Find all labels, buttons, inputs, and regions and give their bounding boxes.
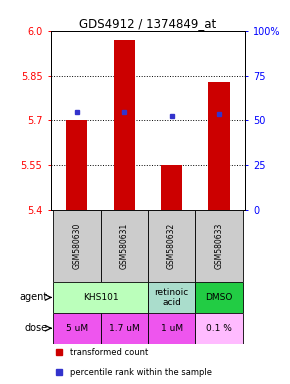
Title: GDS4912 / 1374849_at: GDS4912 / 1374849_at xyxy=(79,17,217,30)
Text: percentile rank within the sample: percentile rank within the sample xyxy=(70,368,212,377)
Text: 1 uM: 1 uM xyxy=(161,324,183,333)
Text: GSM580633: GSM580633 xyxy=(215,223,224,269)
Bar xyxy=(208,81,230,210)
Bar xyxy=(101,313,148,344)
Bar xyxy=(53,210,101,282)
Text: GSM580631: GSM580631 xyxy=(120,223,129,269)
Bar xyxy=(66,121,88,210)
Text: 5 uM: 5 uM xyxy=(66,324,88,333)
Text: 1.7 uM: 1.7 uM xyxy=(109,324,139,333)
Bar xyxy=(101,210,148,282)
Bar xyxy=(195,282,243,313)
Text: 0.1 %: 0.1 % xyxy=(206,324,232,333)
Bar xyxy=(114,40,135,210)
Bar xyxy=(53,313,101,344)
Bar xyxy=(53,282,148,313)
Text: GSM580632: GSM580632 xyxy=(167,223,176,269)
Text: KHS101: KHS101 xyxy=(83,293,118,302)
Text: agent: agent xyxy=(19,293,48,303)
Bar xyxy=(148,210,195,282)
Bar xyxy=(161,166,182,210)
Text: retinoic
acid: retinoic acid xyxy=(155,288,189,307)
Text: transformed count: transformed count xyxy=(70,348,148,357)
Text: DMSO: DMSO xyxy=(205,293,233,302)
Bar xyxy=(148,282,195,313)
Bar xyxy=(148,313,195,344)
Bar xyxy=(195,210,243,282)
Text: dose: dose xyxy=(24,323,48,333)
Text: GSM580630: GSM580630 xyxy=(72,223,81,269)
Bar xyxy=(195,313,243,344)
